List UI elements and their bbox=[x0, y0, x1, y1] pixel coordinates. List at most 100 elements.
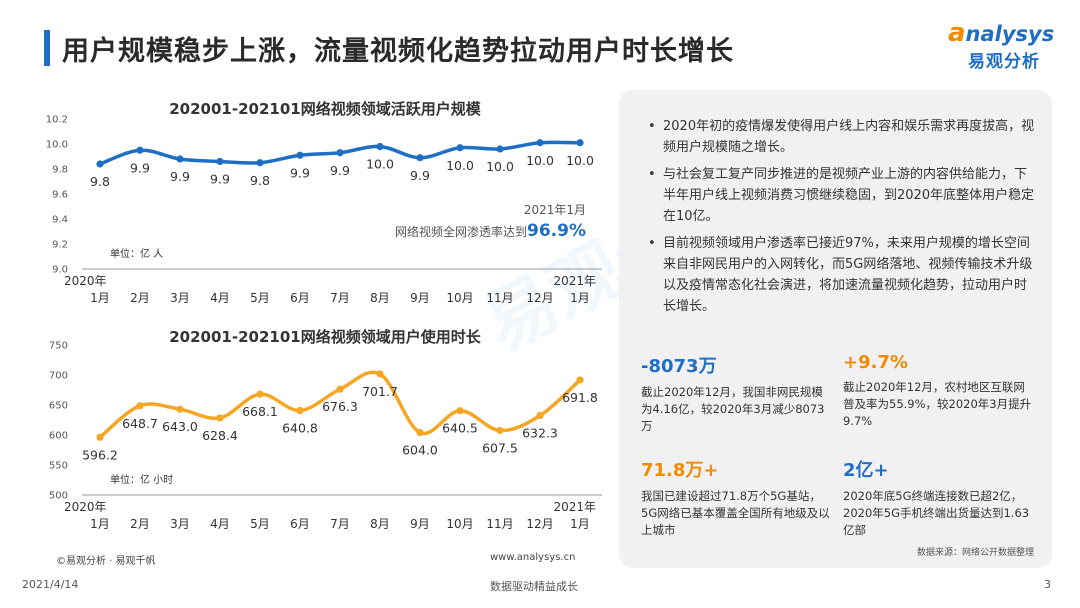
y-tick-label: 9.4 bbox=[52, 215, 68, 226]
data-label: 604.0 bbox=[402, 443, 438, 458]
x-tick-label: 7月 bbox=[330, 291, 350, 305]
y-tick-label: 500 bbox=[49, 491, 68, 502]
data-point bbox=[296, 406, 304, 415]
y-tick-label: 10.2 bbox=[46, 115, 68, 126]
stat-description: 截止2020年12月，农村地区互联网普及率为55.9%，较2020年3月提升9.… bbox=[843, 380, 1032, 428]
insights-panel: 2020年初的疫情爆发使得用户线上内容和娱乐需求再度拔高，视频用户规模随之增长。… bbox=[619, 90, 1052, 568]
data-point bbox=[176, 405, 184, 413]
data-point bbox=[536, 139, 544, 147]
y-tick-label: 600 bbox=[49, 431, 68, 442]
x-tick-label: 12月 bbox=[526, 291, 553, 305]
data-point bbox=[216, 414, 224, 422]
x-tick-label: 1月 bbox=[90, 517, 110, 531]
x-tick-year: 2021年 bbox=[553, 274, 596, 288]
x-tick-label: 2月 bbox=[130, 291, 150, 305]
x-tick-label: 11月 bbox=[486, 517, 513, 531]
data-label: 668.1 bbox=[242, 404, 278, 419]
stat-description: 2020年底5G终端连接数已超2亿，2020年5G手机终端出货量达到1.63亿部 bbox=[843, 489, 1030, 537]
data-point bbox=[576, 139, 584, 147]
data-label: 607.5 bbox=[482, 441, 518, 456]
footer-slogan: 数据驱动精益成长 bbox=[490, 580, 578, 593]
penetration-note: 网络视频全网渗透率达到96.9% bbox=[395, 221, 586, 241]
data-label: 9.8 bbox=[90, 174, 110, 189]
data-label: 596.2 bbox=[82, 447, 118, 462]
x-tick-label: 6月 bbox=[290, 517, 310, 531]
data-label: 10.0 bbox=[566, 153, 594, 168]
y-tick-label: 650 bbox=[49, 401, 68, 412]
x-tick-label: 10月 bbox=[446, 517, 473, 531]
x-tick-label: 4月 bbox=[210, 291, 230, 305]
insight-bullet: 与社会复工复产同步推进的是视频产业上游的内容供给能力，下半年用户线上视频消费习惯… bbox=[647, 164, 1039, 227]
y-tick-label: 9.0 bbox=[52, 265, 68, 276]
data-point bbox=[456, 144, 464, 152]
x-tick-label: 8月 bbox=[370, 517, 390, 531]
data-point bbox=[96, 160, 104, 168]
x-tick-year: 2021年 bbox=[553, 500, 596, 514]
x-tick-label: 1月 bbox=[90, 291, 110, 305]
y-tick-label: 9.2 bbox=[52, 240, 68, 251]
page-title: 用户规模稳步上涨，流量视频化趋势拉动用户时长增长 bbox=[62, 36, 734, 67]
chart2-title: 202001-202101网络视频领域用户使用时长 bbox=[169, 328, 481, 346]
logo-chinese-name: 易观分析 bbox=[968, 52, 1040, 72]
insight-bullet: 2020年初的疫情爆发使得用户线上内容和娱乐需求再度拔高，视频用户规模随之增长。 bbox=[647, 116, 1039, 158]
y-tick-label: 700 bbox=[49, 371, 68, 382]
data-label: 632.3 bbox=[522, 426, 558, 441]
x-tick-label: 12月 bbox=[526, 517, 553, 531]
data-point bbox=[376, 142, 384, 151]
data-point bbox=[336, 385, 344, 393]
analysys-logo: analysys 易观分析 bbox=[938, 18, 1058, 74]
y-tick-label: 9.6 bbox=[52, 190, 68, 201]
data-point bbox=[136, 146, 144, 154]
stat-description: 我国已建设超过71.8万个5G基站，5G网络已基本覆盖全国所有地级及以上城市 bbox=[641, 489, 830, 537]
chart1-data-labels: 9.8 9.9 9.9 9.9 9.8 9.9 9.9 10.0 9.9 10.0 10.0 10.0… bbox=[90, 153, 594, 189]
data-point bbox=[376, 370, 384, 378]
title-accent-bar bbox=[44, 30, 50, 66]
data-label: 648.7 bbox=[122, 416, 158, 431]
data-point bbox=[536, 412, 544, 420]
x-tick-label: 1月 bbox=[570, 517, 590, 531]
data-label: 691.8 bbox=[562, 390, 598, 405]
data-point bbox=[136, 402, 144, 410]
data-label: 9.9 bbox=[170, 169, 190, 184]
chart2-y-axis: 500 550 600 650 700 750 bbox=[49, 341, 68, 502]
data-point bbox=[336, 149, 344, 157]
x-tick-label: 7月 bbox=[330, 517, 350, 531]
data-label: 10.0 bbox=[486, 159, 514, 174]
stat-5g-stations: 71.8万+ 我国已建设超过71.8万个5G基站，5G网络已基本覆盖全国所有地级… bbox=[641, 456, 831, 539]
data-point bbox=[576, 376, 584, 384]
footer-date: 2021/4/14 bbox=[22, 578, 79, 591]
data-label: 640.5 bbox=[442, 421, 478, 436]
stat-non-netizens: -8073万 截止2020年12月，我国非网民规模为4.16亿，较2020年3月… bbox=[641, 352, 831, 435]
copyright: ©易观分析 · 易观千帆 bbox=[56, 556, 156, 567]
page-number: 3 bbox=[1044, 578, 1051, 591]
data-point bbox=[176, 155, 184, 163]
data-point bbox=[256, 159, 264, 167]
data-label: 643.0 bbox=[162, 419, 198, 434]
data-point bbox=[96, 433, 104, 441]
x-tick-label: 3月 bbox=[170, 517, 190, 531]
data-label: 10.0 bbox=[366, 157, 394, 172]
data-label: 9.9 bbox=[130, 160, 150, 175]
data-label: 10.0 bbox=[526, 153, 554, 168]
x-tick-label: 2月 bbox=[130, 517, 150, 531]
x-tick-label: 11月 bbox=[486, 291, 513, 305]
data-label: 9.9 bbox=[210, 172, 230, 187]
stat-value: 2亿+ bbox=[843, 460, 889, 481]
y-tick-label: 750 bbox=[49, 341, 68, 352]
x-tick-label: 9月 bbox=[410, 291, 430, 305]
x-tick-label: 8月 bbox=[370, 291, 390, 305]
data-point bbox=[256, 390, 264, 398]
chart2-unit-label: 单位：亿 小时 bbox=[110, 473, 173, 486]
chart2-points bbox=[96, 370, 584, 441]
usage-duration-chart: 202001-202101网络视频领域用户使用时长 500 550 600 650 70… bbox=[49, 328, 602, 531]
data-label: 676.3 bbox=[322, 399, 358, 414]
x-tick-label: 1月 bbox=[570, 291, 590, 305]
data-source: 数据来源：网络公开数据整理 bbox=[916, 548, 1034, 558]
data-label: 9.9 bbox=[330, 163, 350, 178]
data-point bbox=[296, 151, 304, 159]
data-label: 9.8 bbox=[250, 173, 270, 188]
data-label: 628.4 bbox=[202, 428, 238, 443]
data-label: 10.0 bbox=[446, 158, 474, 173]
website-link[interactable]: www.analysys.cn bbox=[490, 552, 576, 563]
